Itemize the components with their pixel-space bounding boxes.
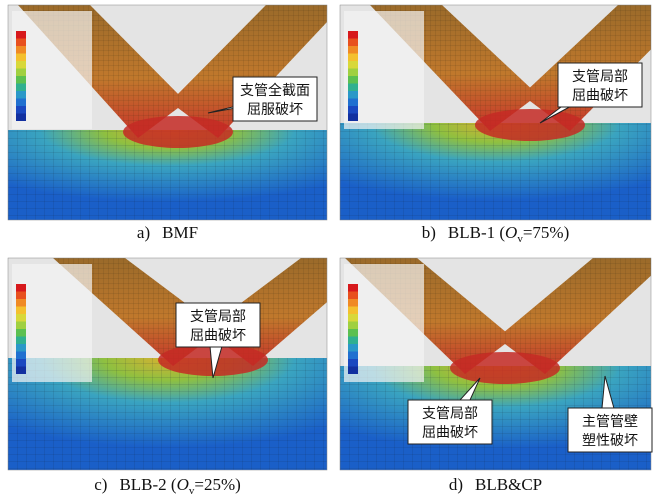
legend-swatch	[16, 91, 26, 99]
legend-swatch	[348, 99, 358, 107]
legend-swatch	[16, 39, 26, 47]
legend-swatch	[16, 367, 26, 375]
legend-swatch	[348, 84, 358, 92]
yield-zone	[475, 109, 585, 141]
legend-swatch	[348, 307, 358, 315]
legend-swatch	[16, 54, 26, 62]
legend-swatch	[348, 344, 358, 352]
caption-label: d)	[449, 475, 463, 494]
chord-mesh	[340, 123, 651, 220]
legend-swatch	[348, 69, 358, 77]
caption-part: BLB-2 (	[119, 475, 176, 494]
legend-swatch	[16, 337, 26, 345]
caption-part: O	[505, 223, 517, 242]
legend-swatch	[348, 359, 358, 367]
caption: b)BLB-1 (Ov=75%)	[422, 223, 570, 245]
legend-swatch	[348, 91, 358, 99]
legend-swatch	[348, 54, 358, 62]
legend-swatch	[348, 114, 358, 122]
caption-part: BLB&CP	[475, 475, 542, 494]
caption-label: a)	[137, 223, 150, 242]
legend-swatch	[16, 106, 26, 114]
legend-swatch	[16, 69, 26, 77]
legend-swatch	[348, 314, 358, 322]
legend-swatch	[348, 106, 358, 114]
callout-text: 支管局部	[190, 309, 246, 325]
legend-swatch	[16, 99, 26, 107]
legend-swatch	[16, 31, 26, 39]
legend-swatch	[348, 322, 358, 330]
legend-swatch	[16, 292, 26, 300]
figure: 支管全截面屈服破坏a)BMF支管局部屈曲破坏b)BLB-1 (Ov=75%)支管…	[0, 0, 655, 503]
callout-text: 屈曲破坏	[572, 88, 628, 104]
legend-swatch	[16, 46, 26, 54]
legend-swatch	[348, 31, 358, 39]
legend-swatch	[348, 46, 358, 54]
caption-label: c)	[94, 475, 107, 494]
legend-swatch	[16, 307, 26, 315]
legend-swatch	[16, 314, 26, 322]
fe-image	[8, 258, 378, 470]
fe-image	[340, 5, 655, 220]
legend-swatch	[348, 39, 358, 47]
caption: a) BMF	[137, 223, 198, 242]
legend-swatch	[348, 329, 358, 337]
legend-swatch	[16, 61, 26, 69]
legend-swatch	[348, 352, 358, 360]
legend-swatch	[348, 299, 358, 307]
yield-zone	[450, 352, 560, 384]
legend-swatch	[348, 76, 358, 84]
caption: d) BLB&CP	[449, 475, 542, 494]
caption-part: =75%)	[523, 223, 569, 242]
yield-zone	[123, 116, 233, 148]
legend-swatch	[348, 284, 358, 292]
callout-text: 支管局部	[572, 69, 628, 85]
legend-swatch	[16, 84, 26, 92]
caption-label: b)	[422, 223, 436, 242]
caption-part: BMF	[162, 223, 198, 242]
callout-text: 支管局部	[422, 406, 478, 422]
legend-swatch	[16, 344, 26, 352]
legend-swatch	[348, 61, 358, 69]
legend-swatch	[348, 367, 358, 375]
legend-swatch	[16, 329, 26, 337]
legend-swatch	[16, 352, 26, 360]
callout-text: 屈曲破坏	[190, 328, 246, 344]
legend-swatch	[348, 337, 358, 345]
callout-text: 屈服破坏	[247, 102, 303, 118]
legend-swatch	[16, 322, 26, 330]
callout-text: 主管管壁	[582, 414, 638, 430]
callout-text: 支管全截面	[240, 82, 310, 99]
legend-swatch	[16, 114, 26, 122]
legend-swatch	[16, 284, 26, 292]
caption-part: BLB-1 (	[448, 223, 505, 242]
caption: c)BLB-2 (Ov=25%)	[94, 475, 241, 497]
legend-swatch	[16, 299, 26, 307]
legend-swatch	[348, 292, 358, 300]
caption-part: =25%)	[194, 475, 240, 494]
legend-swatch	[16, 359, 26, 367]
callout-text: 屈曲破坏	[422, 425, 478, 441]
legend-swatch	[16, 76, 26, 84]
callout-text: 塑性破坏	[582, 433, 638, 449]
caption-part: O	[177, 475, 189, 494]
